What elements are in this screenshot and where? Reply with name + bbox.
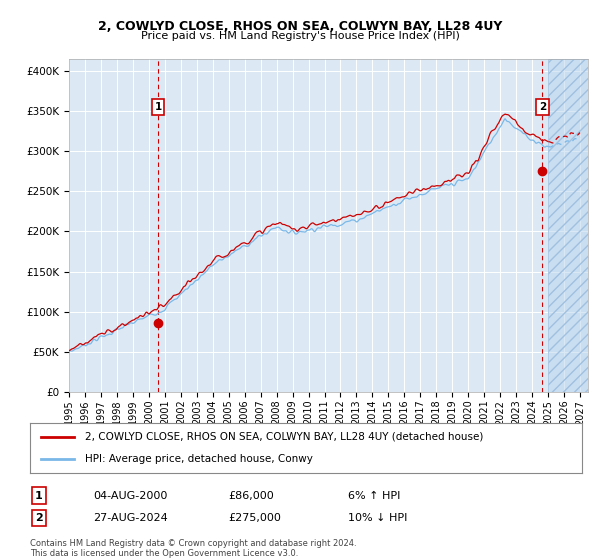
Text: 27-AUG-2024: 27-AUG-2024 [93,513,168,523]
Text: 2, COWLYD CLOSE, RHOS ON SEA, COLWYN BAY, LL28 4UY (detached house): 2, COWLYD CLOSE, RHOS ON SEA, COLWYN BAY… [85,432,484,442]
Text: Price paid vs. HM Land Registry's House Price Index (HPI): Price paid vs. HM Land Registry's House … [140,31,460,41]
Text: £86,000: £86,000 [228,491,274,501]
Bar [548,59,600,392]
Text: 2: 2 [35,513,43,523]
Text: £275,000: £275,000 [228,513,281,523]
Bar [548,59,600,392]
Text: 1: 1 [155,102,162,112]
Text: Contains HM Land Registry data © Crown copyright and database right 2024.
This d: Contains HM Land Registry data © Crown c… [30,539,356,558]
Text: HPI: Average price, detached house, Conwy: HPI: Average price, detached house, Conw… [85,454,313,464]
Text: 1: 1 [35,491,43,501]
Text: 6% ↑ HPI: 6% ↑ HPI [348,491,400,501]
Text: 04-AUG-2000: 04-AUG-2000 [93,491,167,501]
Text: 10% ↓ HPI: 10% ↓ HPI [348,513,407,523]
Text: 2, COWLYD CLOSE, RHOS ON SEA, COLWYN BAY, LL28 4UY: 2, COWLYD CLOSE, RHOS ON SEA, COLWYN BAY… [98,20,502,32]
Text: 2: 2 [539,102,546,112]
